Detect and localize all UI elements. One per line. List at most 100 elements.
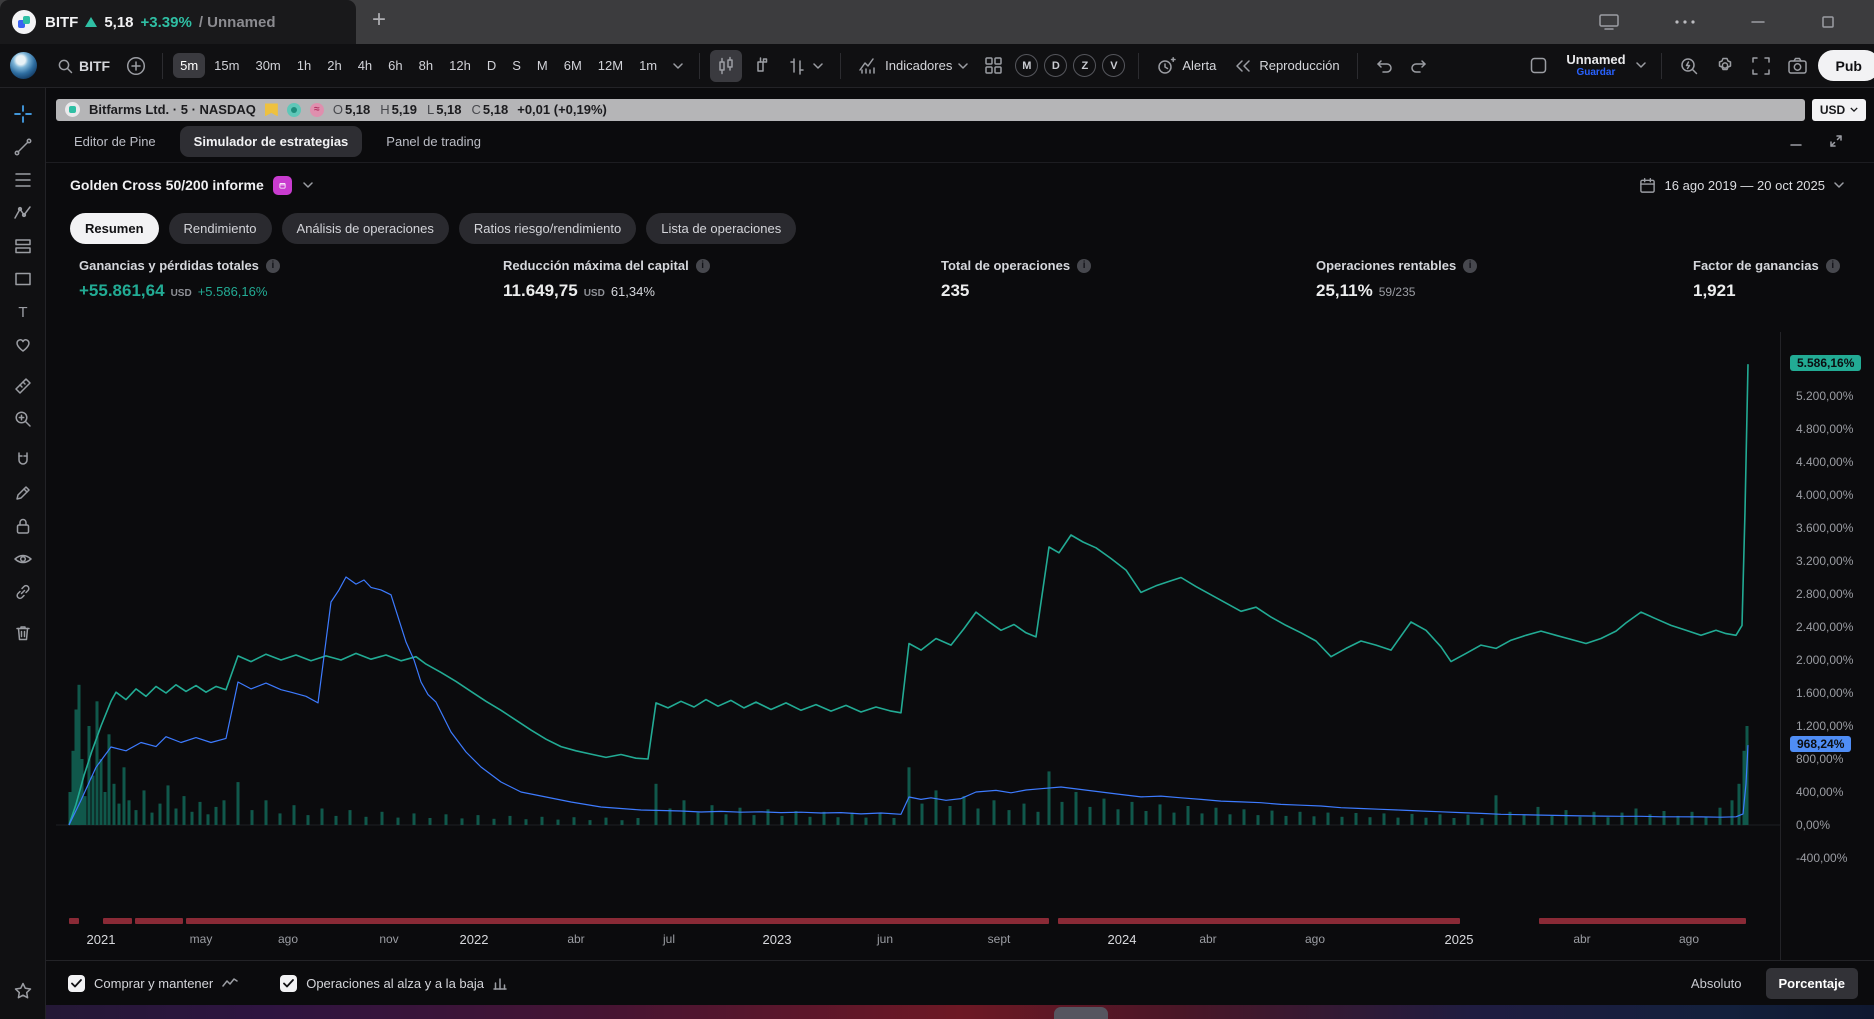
timeframe-6M[interactable]: 6M [557,53,589,78]
text-tool-icon[interactable]: T [6,295,40,328]
equity-curve-plot[interactable] [56,332,1780,882]
maximize-window-icon[interactable] [1818,12,1838,32]
checkbox-checked-icon[interactable] [280,975,297,992]
zoom-in-tool-icon[interactable] [6,402,40,435]
snapshot-button[interactable] [1781,50,1814,81]
stat-max-drawdown: Reducción máxima del capital i 11.649,75… [503,258,941,332]
info-icon[interactable]: i [1826,259,1840,273]
crosshair-tool-icon[interactable] [6,97,40,130]
timeframe-1m[interactable]: 1m [632,53,664,78]
subtab-ratios-riesgo/rendimiento[interactable]: Ratios riesgo/rendimiento [459,213,636,244]
symbol-legend-bar[interactable]: Bitfarms Ltd. · 5 · NASDAQ ≈ O5,18H5,19L… [56,99,1805,121]
y-axis[interactable]: 5.200,00%4.800,00%4.400,00%4.000,00%3.60… [1786,332,1874,882]
layout-grid-button[interactable] [978,50,1009,81]
layout-name-button[interactable]: Unnamed Guardar [1558,51,1649,80]
object-tree-link-icon[interactable] [6,575,40,608]
info-icon[interactable]: i [1077,259,1091,273]
timeframe-M[interactable]: M [530,53,555,78]
subtab-análisis-de-operaciones[interactable]: Análisis de operaciones [282,213,449,244]
subtab-rendimiento[interactable]: Rendimiento [169,213,272,244]
approx-icon[interactable]: ≈ [310,103,324,117]
timeframe-15m[interactable]: 15m [207,53,246,78]
save-link[interactable]: Guardar [1576,67,1615,78]
quick-search-button[interactable] [1673,50,1705,82]
timeframe-dropdown[interactable] [667,57,689,75]
timeframe-8h[interactable]: 8h [412,53,440,78]
new-tab-button[interactable]: + [356,8,386,36]
checkbox-checked-icon[interactable] [68,975,85,992]
settings-button[interactable] [1709,50,1741,82]
timeframe-4h[interactable]: 4h [351,53,379,78]
lock-tool-icon[interactable] [6,509,40,542]
redo-button[interactable] [1403,52,1435,80]
fib-retracement-tool-icon[interactable] [6,163,40,196]
currency-selector[interactable]: USD [1812,99,1866,121]
hotkey-v-button[interactable]: V [1102,54,1125,77]
symbol-description[interactable]: Bitfarms Ltd. · 5 · NASDAQ [89,102,256,117]
strategy-dropdown[interactable] [301,180,315,190]
stat-extra: 59/235 [1379,285,1416,299]
draw-pencil-tool-icon[interactable] [6,476,40,509]
timeframe-30m[interactable]: 30m [248,53,287,78]
info-icon[interactable]: i [266,259,280,273]
symbol-search-button[interactable]: BITF [50,52,117,80]
chart-style-candles-button[interactable] [710,50,742,82]
position-tool-icon[interactable] [6,229,40,262]
info-icon[interactable]: i [696,259,710,273]
chart-style-hollow-button[interactable] [745,50,777,82]
panel-minimize-icon[interactable] [1786,131,1806,151]
subtab-resumen[interactable]: Resumen [70,213,159,244]
timeframe-S[interactable]: S [505,53,528,78]
compare-add-symbol-button[interactable] [120,50,152,82]
timeframe-1h[interactable]: 1h [290,53,318,78]
publish-button[interactable]: Pub [1818,50,1874,81]
browser-tab[interactable]: BITF 5,18 +3.39% / Unnamed [0,0,356,44]
indicators-button[interactable]: Indicadores [851,51,975,81]
panel-tab-simulador-de-estrategias[interactable]: Simulador de estrategias [180,126,363,157]
browser-menu-icon[interactable] [1672,17,1698,27]
timeframe-5m[interactable]: 5m [173,53,205,78]
timeframe-12M[interactable]: 12M [591,53,630,78]
replay-button[interactable]: Reproducción [1226,51,1346,81]
remove-drawings-trash-icon[interactable] [6,616,40,649]
info-icon[interactable]: i [1463,259,1477,273]
panel-maximize-icon[interactable] [1826,131,1846,151]
alert-dot-icon[interactable] [287,103,301,117]
cast-screen-icon[interactable] [1596,11,1622,33]
user-avatar[interactable] [10,52,37,79]
hotkey-d-button[interactable]: D [1044,54,1067,77]
favorites-star-icon[interactable] [6,974,40,1007]
chart-style-bars-button[interactable] [780,50,830,82]
layout-save-status-icon[interactable] [1523,50,1554,81]
timeframe-D[interactable]: D [480,53,503,78]
timeframe-12h[interactable]: 12h [442,53,478,78]
date-range-selector[interactable]: 16 ago 2019 — 20 oct 2025 [1633,176,1850,195]
hide-drawings-eye-icon[interactable] [6,542,40,575]
buy-and-hold-toggle[interactable]: Comprar y mantener [62,974,244,993]
timeframe-6h[interactable]: 6h [381,53,409,78]
timeframe-2h[interactable]: 2h [320,53,348,78]
pattern-tool-icon[interactable] [6,196,40,229]
absolute-mode-button[interactable]: Absoluto [1685,969,1748,998]
hotkey-m-button[interactable]: M [1015,54,1038,77]
undo-button[interactable] [1368,52,1400,80]
panel-tab-editor-de-pine[interactable]: Editor de Pine [60,126,170,157]
percent-mode-button[interactable]: Porcentaje [1766,968,1858,999]
panel-tab-panel-de-trading[interactable]: Panel de trading [372,126,495,157]
magnet-tool-icon[interactable] [6,443,40,476]
minimize-window-icon[interactable] [1748,12,1768,32]
flag-icon[interactable] [265,103,278,116]
long-short-trades-toggle[interactable]: Operaciones al alza y a la baja [274,974,513,993]
hotkey-z-button[interactable]: Z [1073,54,1096,77]
strategy-settings-icon[interactable] [273,176,292,195]
measure-ruler-tool-icon[interactable] [6,369,40,402]
alert-button[interactable]: Alerta [1149,50,1223,82]
fullscreen-button[interactable] [1745,50,1777,82]
emoji-heart-tool-icon[interactable] [6,328,40,361]
rectangle-tool-icon[interactable] [6,262,40,295]
strategy-title[interactable]: Golden Cross 50/200 informe [70,177,264,193]
trend-line-tool-icon[interactable] [6,130,40,163]
x-axis[interactable]: 2021mayagonov2022abrjul2023junsept2024ab… [56,882,1780,960]
chart-area[interactable] [56,332,1780,882]
subtab-lista-de-operaciones[interactable]: Lista de operaciones [646,213,796,244]
